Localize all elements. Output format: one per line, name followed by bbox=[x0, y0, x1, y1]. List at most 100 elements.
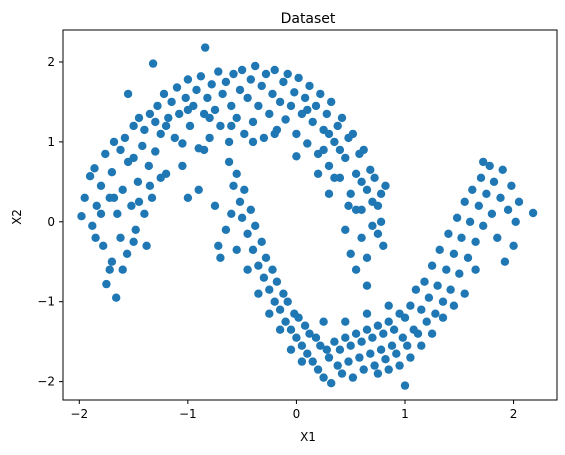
data-point bbox=[460, 289, 469, 298]
data-point bbox=[471, 265, 480, 274]
data-point bbox=[140, 209, 149, 218]
data-point bbox=[224, 157, 234, 167]
data-point bbox=[229, 69, 238, 79]
data-point bbox=[476, 173, 486, 182]
data-point bbox=[324, 161, 334, 171]
data-point bbox=[153, 101, 162, 111]
data-point bbox=[376, 189, 386, 198]
data-point bbox=[123, 89, 133, 99]
data-point bbox=[290, 88, 299, 97]
data-point bbox=[362, 309, 372, 318]
data-point bbox=[368, 221, 377, 230]
chart-title: Dataset bbox=[281, 11, 336, 27]
y-tick-label: 2 bbox=[47, 55, 55, 69]
data-point bbox=[259, 133, 269, 143]
data-point bbox=[232, 245, 241, 254]
data-point bbox=[281, 115, 290, 124]
data-point bbox=[468, 185, 477, 194]
data-point bbox=[455, 269, 464, 278]
data-point bbox=[237, 213, 247, 222]
data-point bbox=[403, 341, 412, 350]
data-point bbox=[270, 129, 279, 139]
data-point bbox=[151, 117, 160, 127]
data-point bbox=[362, 185, 372, 194]
data-point bbox=[275, 97, 285, 107]
data-point bbox=[281, 317, 290, 326]
data-point bbox=[351, 169, 361, 178]
data-point bbox=[327, 97, 336, 107]
data-point bbox=[384, 317, 393, 326]
data-point bbox=[201, 43, 210, 52]
data-point bbox=[341, 153, 350, 163]
data-point bbox=[183, 105, 193, 115]
y-tick-label: 0 bbox=[47, 215, 55, 229]
data-point bbox=[246, 205, 255, 214]
data-point bbox=[305, 329, 314, 338]
data-point bbox=[109, 137, 119, 147]
data-point bbox=[90, 164, 99, 173]
data-point bbox=[357, 337, 366, 346]
data-point bbox=[387, 341, 397, 350]
data-point bbox=[112, 293, 121, 302]
data-point bbox=[333, 361, 342, 370]
data-point bbox=[105, 265, 114, 274]
data-point bbox=[381, 181, 390, 190]
data-point bbox=[341, 317, 350, 326]
data-point bbox=[140, 125, 149, 135]
data-point bbox=[346, 249, 355, 258]
data-point bbox=[482, 189, 491, 198]
data-point bbox=[427, 261, 437, 270]
data-point bbox=[156, 173, 165, 182]
data-point bbox=[251, 221, 260, 230]
data-point bbox=[311, 101, 321, 111]
data-point bbox=[319, 373, 328, 382]
data-point bbox=[270, 297, 279, 306]
data-point bbox=[303, 139, 312, 148]
data-point bbox=[170, 133, 179, 143]
data-point bbox=[341, 225, 350, 234]
x-axis-ticks: −2 −1 0 1 2 bbox=[70, 400, 517, 421]
data-point bbox=[366, 349, 375, 358]
data-point bbox=[474, 201, 483, 210]
data-point bbox=[265, 109, 274, 119]
data-point bbox=[142, 241, 151, 250]
data-point bbox=[384, 301, 393, 310]
data-point bbox=[427, 329, 437, 338]
data-point bbox=[261, 69, 271, 79]
data-point bbox=[333, 121, 342, 131]
data-point bbox=[335, 145, 345, 155]
data-point bbox=[457, 233, 466, 242]
plot-area: −2 −1 0 1 2 −2 −1 0 1 2 bbox=[37, 29, 558, 421]
data-point bbox=[196, 72, 206, 81]
data-point bbox=[330, 337, 339, 346]
data-point bbox=[373, 229, 383, 238]
data-point bbox=[413, 329, 423, 338]
data-point bbox=[243, 93, 252, 103]
data-point bbox=[373, 321, 383, 330]
data-point bbox=[351, 329, 361, 338]
data-point bbox=[511, 217, 520, 226]
data-point bbox=[129, 121, 138, 131]
data-point bbox=[471, 237, 480, 246]
data-point bbox=[324, 129, 334, 139]
data-point bbox=[257, 237, 266, 246]
data-point bbox=[216, 253, 225, 262]
x-tick-label: 1 bbox=[401, 407, 409, 421]
data-point bbox=[330, 137, 339, 147]
data-point bbox=[265, 309, 274, 318]
data-point bbox=[116, 233, 125, 242]
data-point bbox=[303, 105, 312, 115]
data-point bbox=[122, 249, 132, 258]
data-point bbox=[479, 157, 488, 167]
data-point bbox=[344, 357, 353, 366]
data-point bbox=[324, 189, 334, 198]
data-point bbox=[243, 229, 252, 238]
data-point bbox=[224, 137, 234, 147]
data-point bbox=[99, 241, 108, 250]
data-point bbox=[368, 197, 377, 206]
data-point bbox=[362, 253, 372, 262]
data-point bbox=[362, 281, 372, 290]
data-point bbox=[449, 249, 459, 258]
data-point bbox=[248, 245, 258, 254]
